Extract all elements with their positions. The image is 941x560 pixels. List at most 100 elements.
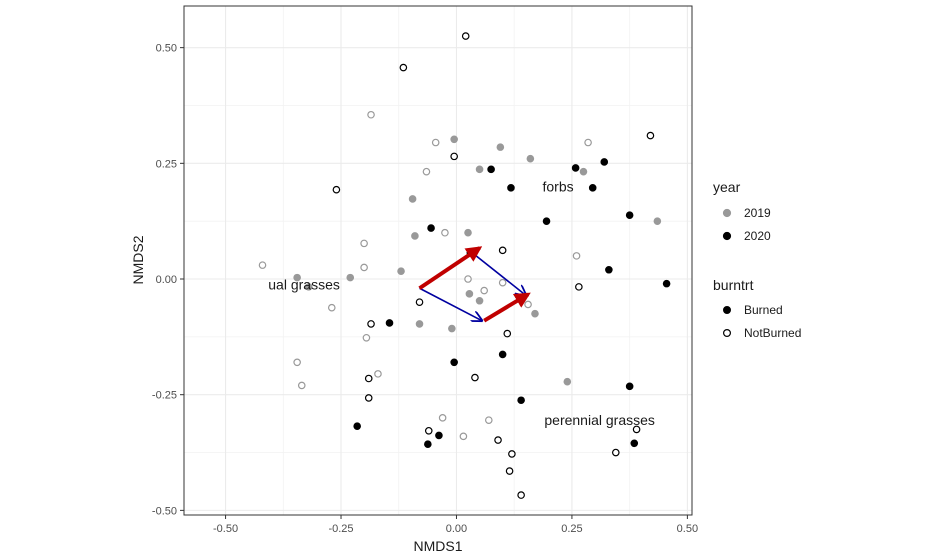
data-point <box>517 491 525 499</box>
vectors <box>418 246 531 323</box>
plot-border <box>183 5 693 516</box>
data-point <box>600 158 609 166</box>
data-point <box>494 436 502 444</box>
y-tick-label: -0.25 <box>152 390 177 402</box>
data-point <box>364 394 373 402</box>
x-tick-label: 0.50 <box>677 523 698 535</box>
vector-arrow-blue-1 <box>419 287 482 320</box>
data-point <box>584 138 592 147</box>
data-point <box>625 382 634 391</box>
data-point <box>346 273 355 282</box>
legend-title-year: year <box>713 179 741 195</box>
legend-label-burned: Burned <box>744 303 783 317</box>
data-point <box>424 426 433 435</box>
data-point <box>441 228 449 237</box>
legend-key-burned <box>722 306 731 315</box>
data-point <box>258 261 267 269</box>
data-point <box>475 296 484 305</box>
legend-label-2019: 2019 <box>744 206 771 220</box>
vector-arrow-red-1 <box>418 246 483 290</box>
x-axis-title: NMDS1 <box>413 538 462 554</box>
points <box>258 32 671 499</box>
data-point <box>531 309 539 318</box>
data-point <box>362 333 371 342</box>
y-tick-label: 0.00 <box>156 274 177 286</box>
data-point <box>450 135 458 144</box>
data-point <box>579 167 588 176</box>
legend-key-2019 <box>722 208 732 218</box>
data-point <box>293 358 301 367</box>
data-point <box>438 414 447 422</box>
data-point <box>464 275 472 283</box>
x-tick-label: 0.00 <box>446 523 467 535</box>
data-point <box>611 448 620 457</box>
data-point <box>422 167 431 176</box>
legend-key-2020 <box>722 231 732 241</box>
y-axis: -0.50 -0.25 0.00 0.25 0.50 <box>152 43 184 517</box>
data-point <box>662 279 671 288</box>
legend-label-2020: 2020 <box>744 229 771 243</box>
legend: year 2019 2020 burntrt Burned NotBurned <box>713 179 801 340</box>
data-point <box>431 138 440 147</box>
data-point <box>465 290 474 298</box>
data-point <box>415 320 424 328</box>
legend-key-notburned <box>722 329 731 338</box>
data-point <box>653 217 662 225</box>
data-point <box>498 350 507 359</box>
data-point <box>367 320 375 328</box>
data-point <box>364 374 373 383</box>
data-point <box>408 195 417 203</box>
data-point <box>448 324 456 333</box>
data-point <box>572 252 581 260</box>
annotation-label: ual grasses <box>268 277 340 293</box>
data-point <box>374 370 382 378</box>
data-point <box>508 450 516 458</box>
data-point <box>505 467 514 475</box>
y-tick-label: 0.25 <box>156 158 177 170</box>
data-point <box>293 273 301 282</box>
data-point <box>450 358 458 367</box>
y-tick-label: 0.50 <box>156 43 177 55</box>
data-point <box>507 184 515 192</box>
data-point <box>475 165 484 174</box>
annotation-label: perennial grasses <box>544 412 655 428</box>
y-axis-title: NMDS2 <box>130 235 146 284</box>
data-point <box>353 422 361 430</box>
x-tick-label: -0.50 <box>213 523 238 535</box>
x-axis: -0.50 -0.25 0.00 0.25 0.50 <box>213 515 698 535</box>
annotation-label: forbs <box>543 178 574 194</box>
x-tick-label: -0.25 <box>328 523 353 535</box>
data-point <box>563 377 572 386</box>
data-point <box>632 425 641 434</box>
data-point <box>605 265 613 274</box>
data-point <box>471 373 479 382</box>
data-point <box>435 431 443 440</box>
data-point <box>424 440 432 449</box>
data-point <box>571 164 580 172</box>
data-point <box>411 232 419 240</box>
data-point <box>360 263 368 272</box>
data-point <box>542 217 551 225</box>
data-point <box>480 286 488 295</box>
data-point <box>399 63 408 72</box>
data-point <box>646 131 655 140</box>
data-point <box>360 239 368 248</box>
data-point <box>385 319 394 327</box>
grid-lines <box>184 6 692 515</box>
annotations: forbs ual grasses perennial grasses <box>268 178 655 428</box>
data-point <box>367 110 375 119</box>
data-point <box>484 416 493 424</box>
plot-panel <box>184 6 692 515</box>
data-point <box>630 439 639 448</box>
data-point <box>487 165 495 174</box>
data-point <box>498 246 507 255</box>
data-point <box>575 283 583 291</box>
data-point <box>464 228 472 237</box>
x-tick-label: 0.25 <box>561 523 582 535</box>
data-point <box>517 396 525 405</box>
data-point <box>297 381 306 390</box>
data-point <box>524 300 532 309</box>
data-point <box>503 329 512 338</box>
data-point <box>625 211 634 219</box>
